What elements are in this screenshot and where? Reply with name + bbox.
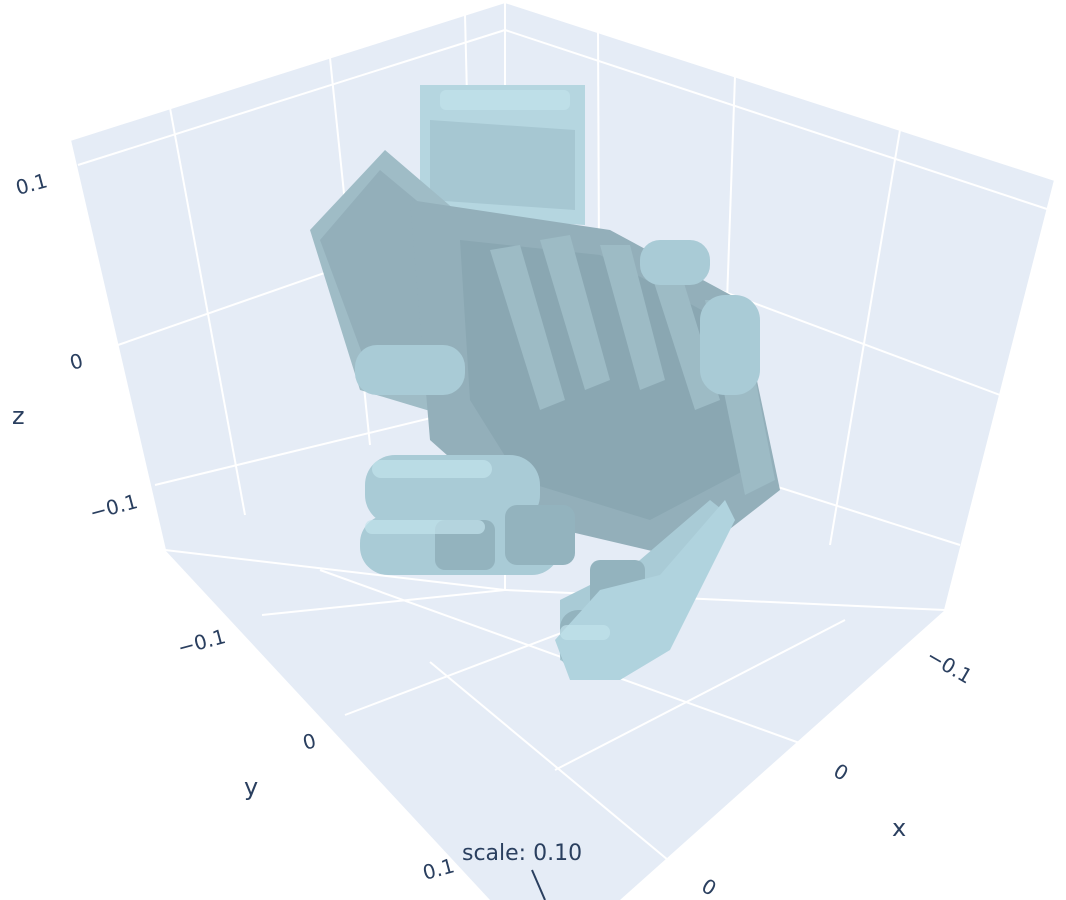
x-tick-0: 0 (830, 759, 853, 786)
z-tick-0.1: 0.1 (13, 168, 50, 199)
y-tick-0.1: 0.1 (420, 853, 457, 884)
z-axis-title: z (12, 402, 25, 430)
y-tick-neg0.1: −0.1 (175, 624, 228, 660)
x-axis-title: x (892, 814, 906, 842)
scale-annotation: scale: 0.10 (462, 841, 582, 866)
y-axis-title: y (244, 773, 258, 801)
xz-back-wall (70, 2, 505, 590)
x-tick-neg0.1: −0.1 (923, 644, 977, 689)
y-tick-0: 0 (300, 728, 319, 754)
z-tick-0: 0 (67, 348, 86, 374)
z-tick-neg0.1: −0.1 (87, 489, 140, 525)
scale-annotation-pointer (531, 869, 546, 900)
x-tick-0.1: 0 (698, 874, 721, 900)
hand-mesh (310, 85, 780, 680)
floor-plane (165, 550, 945, 900)
